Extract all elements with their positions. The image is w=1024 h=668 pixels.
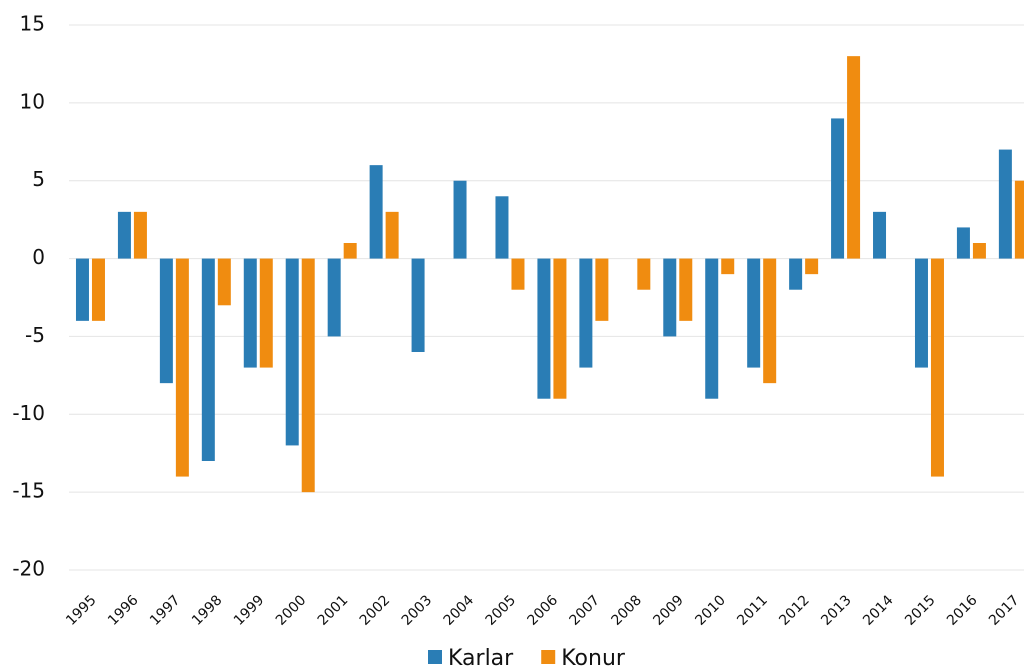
bar: [285, 258, 299, 446]
bar: [956, 227, 970, 259]
bar: [75, 258, 89, 321]
bar: [663, 258, 677, 337]
y-tick-label: 0: [32, 245, 45, 269]
bar: [201, 258, 215, 461]
bar: [1014, 180, 1024, 259]
bar: [805, 258, 819, 275]
x-tick-label: 2015: [902, 592, 939, 629]
bar: [159, 258, 173, 384]
bar: [385, 211, 399, 259]
bar: [595, 258, 609, 321]
x-tick-label: 1996: [105, 592, 142, 629]
bar: [763, 258, 777, 384]
x-tick-label: 2009: [650, 592, 687, 629]
y-tick-label: -20: [12, 557, 45, 581]
bar: [747, 258, 761, 368]
x-tick-label: 2017: [986, 592, 1023, 629]
x-tick-label: 2016: [944, 592, 981, 629]
bar: [705, 258, 719, 399]
x-tick-label: 2004: [441, 592, 478, 629]
bar: [91, 258, 105, 321]
y-tick-label: 5: [32, 167, 45, 191]
x-tick-label: 2002: [357, 592, 394, 629]
bar: [243, 258, 257, 368]
bar: [972, 243, 986, 259]
x-tick-label: 2014: [860, 592, 897, 629]
bar: [343, 243, 357, 259]
bar: [873, 211, 887, 259]
y-tick-label: -5: [25, 323, 45, 347]
bar: [930, 258, 944, 477]
x-tick-label: 2010: [692, 592, 729, 629]
y-tick-label: -15: [12, 479, 45, 503]
bar: [411, 258, 425, 352]
x-tick-label: 2005: [483, 592, 520, 629]
bar: [369, 165, 383, 259]
bar: [301, 258, 315, 493]
y-tick-label: 15: [20, 12, 45, 36]
bar: [998, 149, 1012, 259]
x-tick-label: 1997: [147, 592, 184, 629]
bar: [579, 258, 593, 368]
x-tick-label: 1998: [189, 592, 226, 629]
bar: [553, 258, 567, 399]
bar: [327, 258, 341, 337]
x-tick-label: 2012: [776, 592, 813, 629]
y-tick-label: 10: [20, 89, 45, 113]
x-tick-label: 1995: [63, 592, 100, 629]
x-tick-label: 1999: [231, 592, 268, 629]
x-tick-label: 2011: [734, 592, 771, 629]
bar: [133, 211, 147, 259]
bar: [511, 258, 525, 290]
bar: [831, 118, 845, 259]
bar: [637, 258, 651, 290]
legend-swatch: [541, 650, 556, 664]
x-tick-label: 2003: [399, 592, 436, 629]
bar: [679, 258, 693, 321]
x-tick-label: 2007: [567, 592, 604, 629]
bar: [847, 56, 861, 259]
bar: [453, 180, 467, 259]
bar: [175, 258, 189, 477]
legend-swatch: [428, 650, 442, 664]
x-tick-label: 2001: [315, 592, 352, 629]
bar: [217, 258, 231, 306]
bar: [789, 258, 803, 290]
x-tick-label: 2000: [273, 592, 310, 629]
bar: [721, 258, 735, 275]
bar: [537, 258, 551, 399]
x-tick-label: 2008: [608, 592, 645, 629]
bar: [259, 258, 273, 368]
legend-label: Konur: [561, 646, 626, 668]
x-tick-label: 2013: [818, 592, 855, 629]
bar: [914, 258, 928, 368]
y-tick-label: -10: [12, 401, 45, 425]
x-tick-label: 2006: [525, 592, 562, 629]
bar: [495, 196, 509, 259]
legend-label: Karlar: [448, 646, 514, 668]
bar: [117, 211, 131, 259]
